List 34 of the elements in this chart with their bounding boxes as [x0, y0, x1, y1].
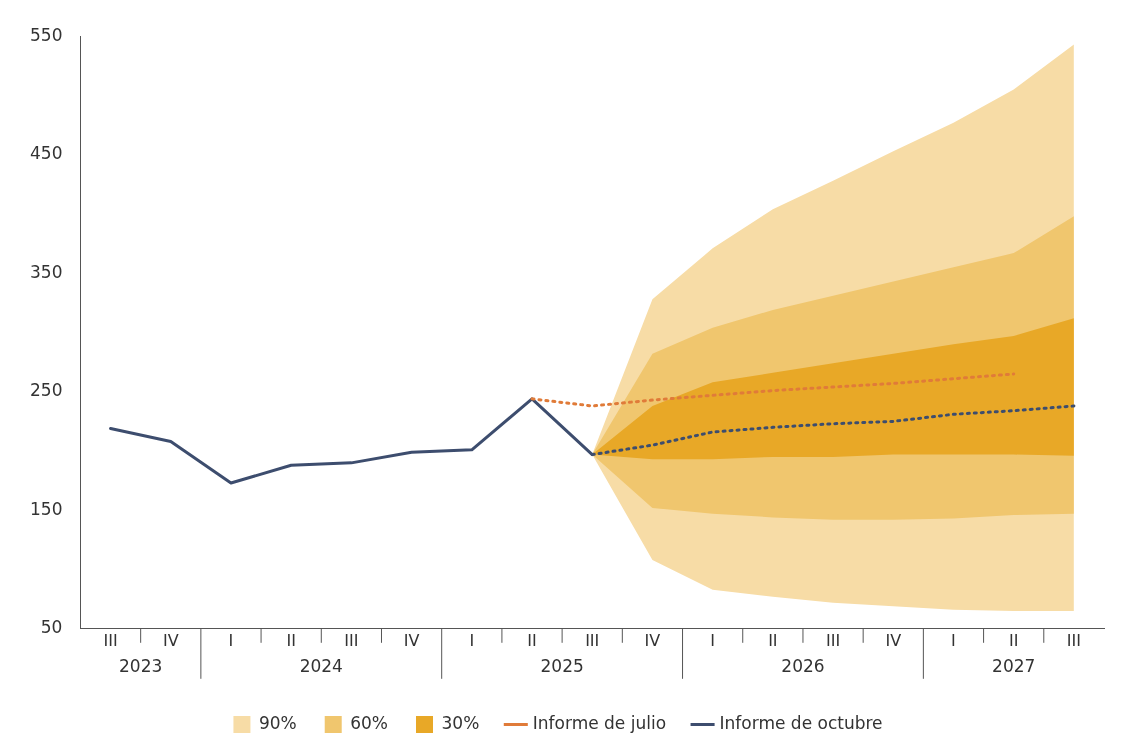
x-tick-label: II — [768, 630, 778, 650]
x-tick-label: III — [103, 630, 118, 650]
legend-label: Informe de octubre — [719, 712, 883, 733]
x-tick-label: IV — [644, 630, 661, 650]
x-tick-label: I — [228, 630, 234, 650]
text: 2026 — [781, 656, 825, 677]
x-tick-label: I — [951, 630, 956, 650]
y-tick-label: 350 — [29, 261, 63, 282]
legend-label: Informe de julio — [532, 712, 667, 733]
x-tick-label: IV — [403, 630, 420, 650]
x-tick-label: III — [1066, 630, 1081, 650]
y-tick-label: 50 — [40, 617, 63, 638]
x-tick-label: III — [585, 630, 600, 650]
y-tick-label: 550 — [29, 24, 63, 45]
text: 2027 — [992, 656, 1036, 677]
x-tick-label: III — [825, 630, 841, 650]
y-tick-label: 250 — [29, 380, 63, 401]
legend-label: 60% — [350, 712, 389, 733]
legend-label: 90% — [258, 712, 297, 733]
legend-label: 30% — [441, 712, 480, 733]
x-tick-label: II — [527, 630, 537, 650]
y-tick-label: 150 — [29, 498, 63, 519]
y-tick-label: 450 — [29, 143, 63, 164]
text: 2025 — [540, 656, 584, 677]
line-series — [530, 372, 1016, 408]
x-tick-label: III — [344, 630, 359, 650]
x-tick-label: II — [1008, 630, 1019, 650]
text: 2023 — [119, 656, 163, 677]
x-tick-label: II — [286, 630, 296, 650]
x-tick-label: IV — [162, 630, 179, 650]
x-tick-label: I — [710, 630, 715, 650]
text: 2024 — [299, 656, 343, 677]
x-tick-label: IV — [885, 630, 902, 650]
x-tick-label: I — [469, 630, 475, 650]
